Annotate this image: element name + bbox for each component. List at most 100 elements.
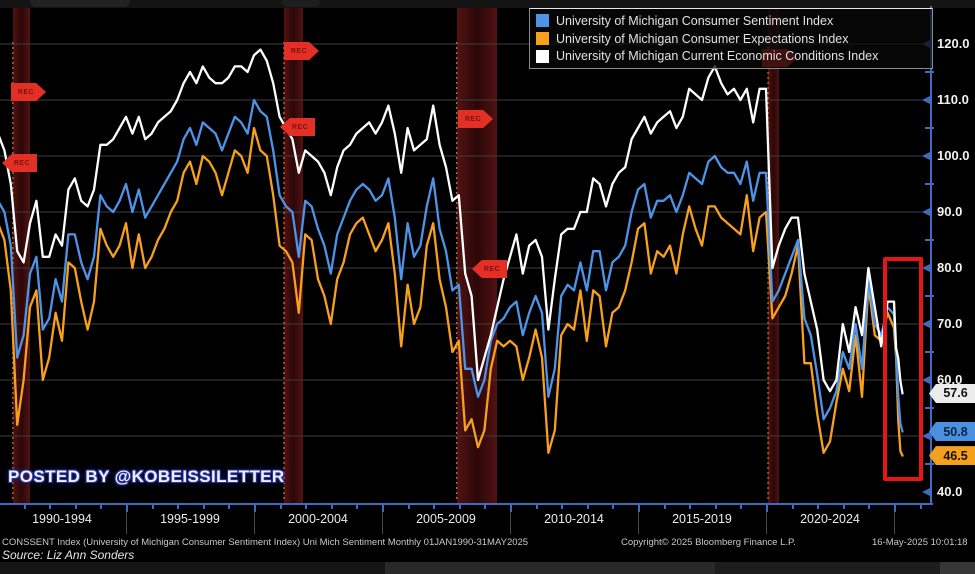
top-strip-artifact: [282, 0, 320, 7]
rec-tag: REC: [2, 154, 37, 172]
rec-tag: REC: [472, 260, 507, 278]
x-tick: [382, 505, 384, 512]
x-tick: [484, 505, 487, 509]
bottom-strip: [0, 562, 975, 574]
x-tick: [458, 505, 461, 509]
y-axis-label: 70.0: [937, 316, 963, 331]
y-tick-arrow: [922, 432, 930, 440]
x-tick: [868, 505, 871, 509]
x-tick: [151, 505, 154, 509]
x-tick: [202, 505, 205, 509]
x-tick: [49, 505, 52, 509]
x-tick: [74, 505, 77, 509]
y-tick-arrow: [922, 208, 930, 216]
latest-value-tag: 57.6: [929, 383, 975, 403]
y-minor-tick: [925, 127, 934, 129]
series-line-2: [0, 48, 904, 395]
y-tick-arrow: [922, 152, 930, 160]
x-tick: [663, 505, 666, 509]
x-tick: [100, 505, 103, 509]
x-tick: [586, 505, 589, 509]
x-tick: [842, 505, 845, 509]
legend-label: University of Michigan Consumer Expectat…: [556, 31, 849, 46]
legend: University of Michigan Consumer Sentimen…: [529, 8, 933, 69]
x-tick: [279, 505, 282, 509]
legend-item: University of Michigan Current Economic …: [536, 47, 926, 65]
recession-band: [768, 8, 779, 503]
x-axis-label: 1990-1994: [32, 512, 92, 526]
x-tick: [126, 505, 128, 512]
x-tick: [356, 505, 359, 509]
legend-swatch-icon: [536, 32, 549, 45]
x-axis-label: 2015-2019: [672, 512, 732, 526]
x-tick: [305, 505, 308, 509]
footer-copyright: Copyright© 2025 Bloomberg Finance L.P.: [621, 537, 796, 548]
x-label-separator: [638, 506, 639, 534]
top-strip-artifact: [30, 0, 130, 7]
x-tick: [919, 505, 922, 509]
chart-plot-area: RECRECRECRECRECRECREC: [0, 8, 930, 503]
series-line-0: [0, 98, 904, 433]
y-axis-label: 90.0: [937, 204, 963, 219]
footer-source: Source: Liz Ann Sonders: [2, 548, 135, 562]
y-tick-arrow: [922, 488, 930, 496]
x-label-separator: [766, 506, 767, 534]
legend-item: University of Michigan Consumer Expectat…: [536, 30, 926, 48]
y-axis-label: 110.0: [937, 92, 969, 107]
x-tick: [228, 505, 231, 509]
latest-value-tag: 50.8: [929, 422, 975, 442]
y-tick-arrow: [922, 264, 930, 272]
x-tick: [740, 505, 743, 509]
y-tick-arrow: [922, 376, 930, 384]
recession-band: [12, 8, 30, 503]
x-tick: [23, 505, 26, 509]
legend-label: University of Michigan Consumer Sentimen…: [556, 13, 834, 28]
bottom-strip-segment: [715, 562, 940, 574]
y-minor-tick: [925, 463, 934, 465]
y-axis-label: 80.0: [937, 260, 963, 275]
y-axis-label: 100.0: [937, 148, 970, 163]
y-tick-arrow: [922, 96, 930, 104]
x-tick: [791, 505, 794, 509]
y-axis-line: [930, 6, 932, 504]
y-minor-tick: [925, 239, 934, 241]
x-axis-line: [0, 503, 933, 505]
x-tick: [561, 505, 564, 509]
x-tick: [689, 505, 692, 509]
footer-ticker: CONSSENT Index (University of Michigan C…: [2, 537, 529, 548]
highlight-box: [883, 257, 923, 481]
y-minor-tick: [925, 295, 934, 297]
x-label-separator: [382, 506, 383, 534]
legend-label: University of Michigan Current Economic …: [556, 49, 879, 64]
y-axis-label: 60.0: [937, 372, 963, 387]
legend-swatch-icon: [536, 49, 549, 63]
y-tick-arrow: [922, 320, 930, 328]
x-axis-label: 2020-2024: [800, 512, 860, 526]
x-axis-label: 2010-2014: [544, 512, 604, 526]
x-tick: [254, 505, 256, 512]
x-tick: [510, 505, 512, 512]
bottom-strip-segment: [385, 562, 715, 574]
x-tick: [330, 505, 333, 509]
x-tick: [177, 505, 180, 509]
x-tick: [714, 505, 717, 509]
legend-swatch-icon: [536, 14, 549, 28]
chart-lines-svg: [0, 42, 930, 502]
x-tick: [612, 505, 615, 509]
x-label-separator: [510, 506, 511, 534]
x-label-separator: [254, 506, 255, 534]
series-line-1: [0, 126, 904, 457]
x-tick: [817, 505, 820, 509]
rec-tag: REC: [280, 118, 315, 136]
x-tick: [894, 505, 896, 512]
x-axis-label: 1995-1999: [160, 512, 220, 526]
y-axis-label: 40.0: [937, 484, 963, 499]
x-tick: [433, 505, 436, 509]
rec-tag: REC: [11, 83, 46, 101]
y-minor-tick: [925, 351, 934, 353]
x-axis-label: 2000-2004: [288, 512, 348, 526]
legend-item: University of Michigan Consumer Sentimen…: [536, 12, 926, 30]
x-tick: [407, 505, 410, 509]
y-minor-tick: [925, 183, 934, 185]
